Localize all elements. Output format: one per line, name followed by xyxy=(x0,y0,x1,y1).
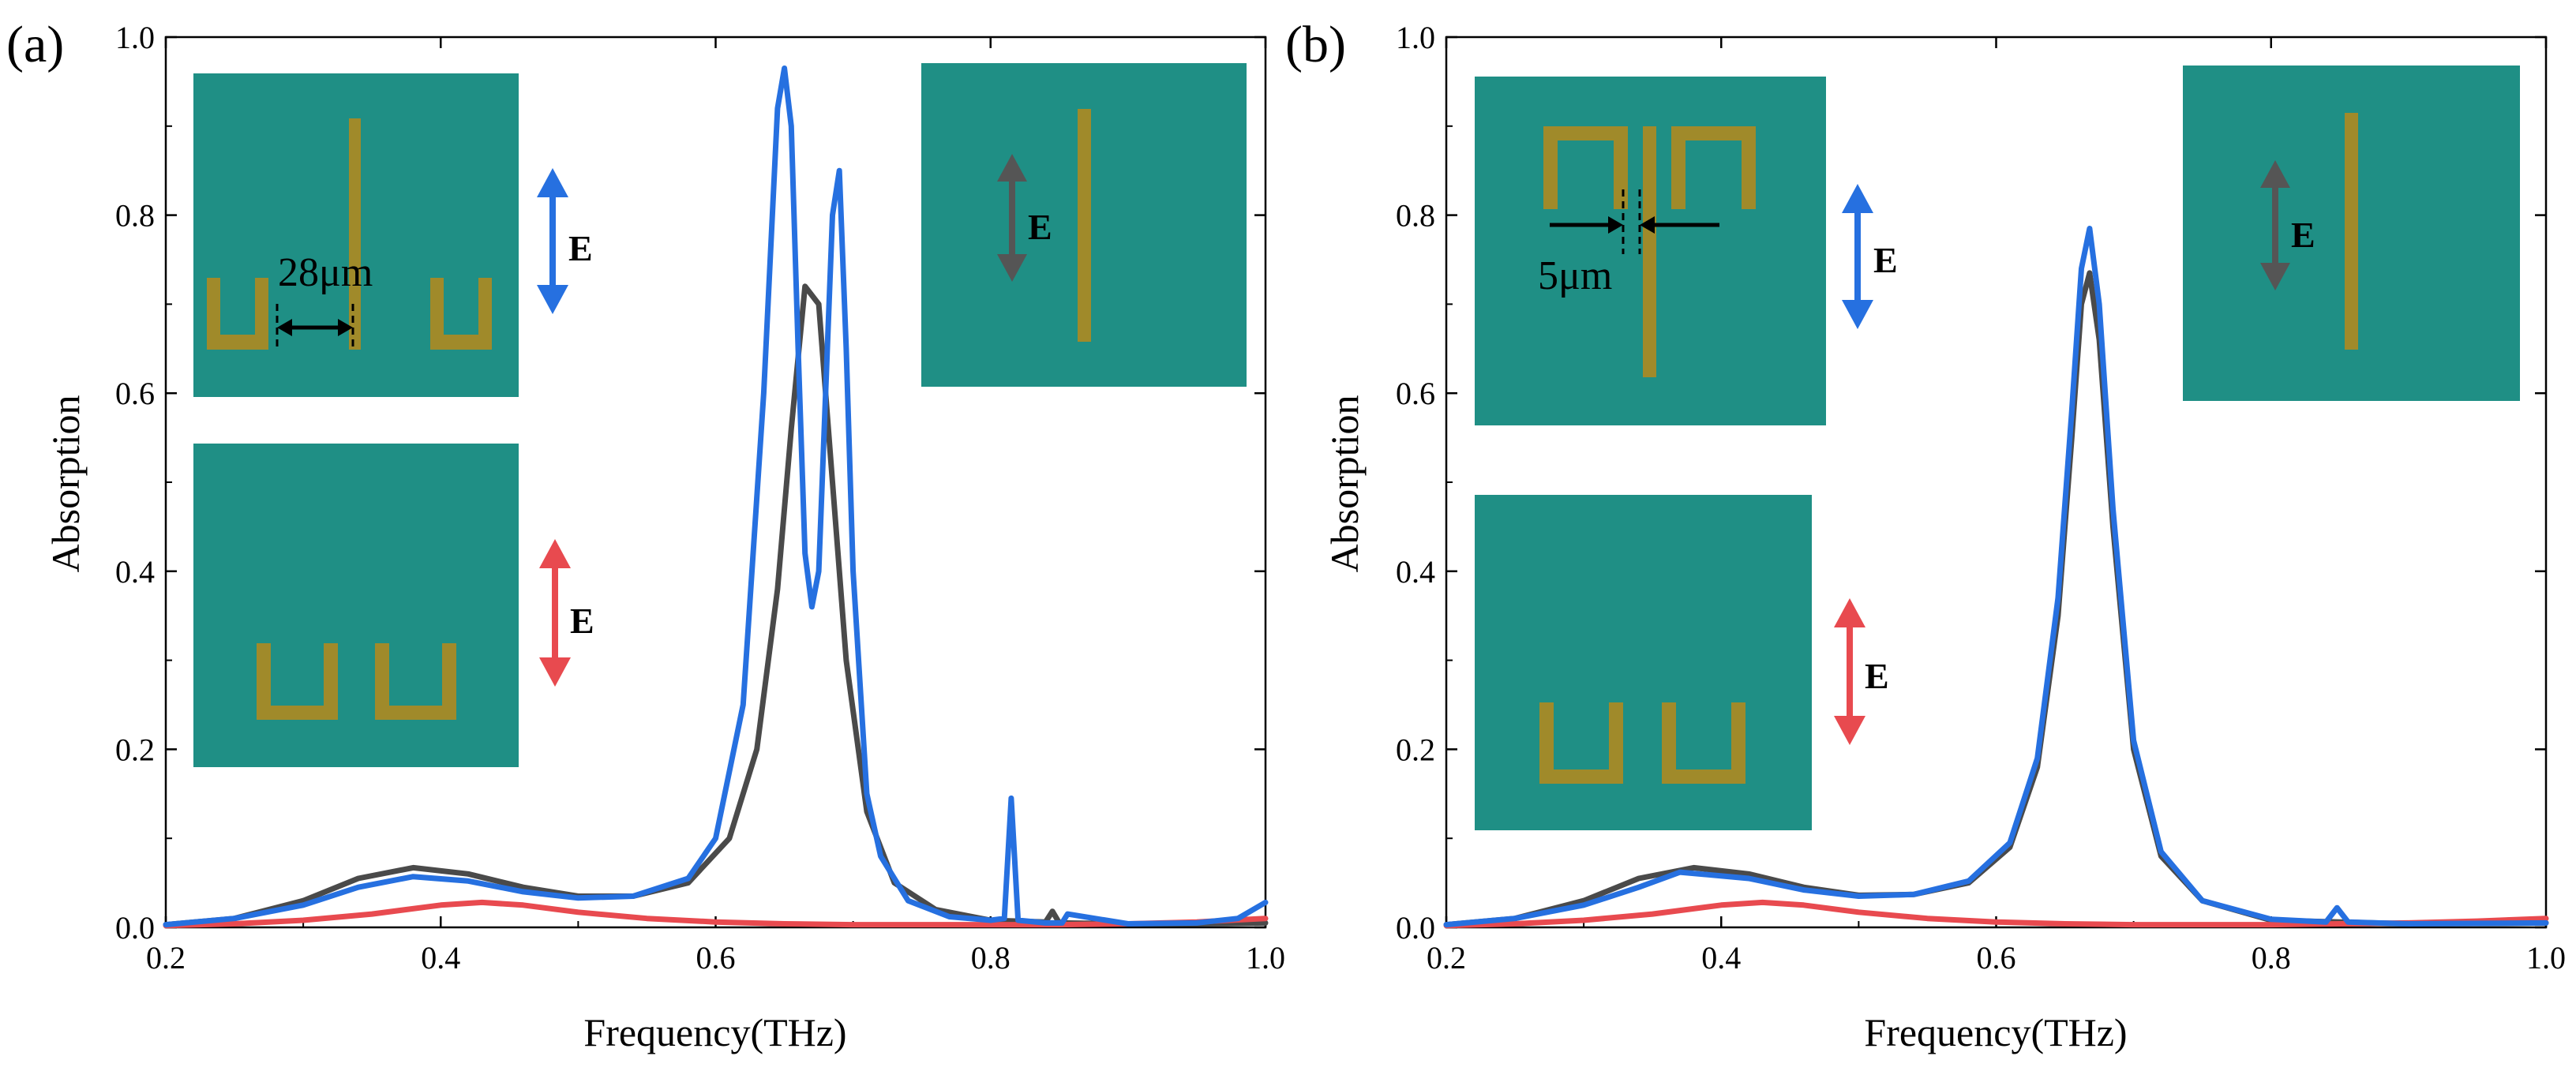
x-axis-label: Frequency(THz) xyxy=(583,1010,846,1054)
y-tick-label: 0.8 xyxy=(1396,198,1435,234)
dimension-label: 5μm xyxy=(1538,253,1612,298)
split-ring-resonator xyxy=(1662,702,1745,784)
y-tick-label: 0.2 xyxy=(115,732,155,767)
field-label: E xyxy=(1028,207,1052,247)
field-label: E xyxy=(2291,215,2315,255)
split-ring-resonator xyxy=(1671,126,1756,209)
x-tick-label: 0.6 xyxy=(1977,940,2016,976)
panel-label: (b) xyxy=(1285,16,1346,73)
inset-substrate xyxy=(193,444,519,767)
field-label: E xyxy=(1865,656,1889,696)
series-line-blue xyxy=(1443,226,2549,928)
x-tick-label: 0.4 xyxy=(421,940,460,976)
split-ring-resonator xyxy=(1543,126,1628,209)
x-tick-label: 0.8 xyxy=(2252,940,2291,976)
x-tick-label: 0.2 xyxy=(146,940,186,976)
y-tick-label: 0.6 xyxy=(1396,376,1435,411)
dimension-arrow-head xyxy=(1608,216,1623,234)
dimension-arrow-head xyxy=(338,319,353,336)
x-tick-label: 1.0 xyxy=(1246,940,1285,976)
metal-bar xyxy=(2345,113,2358,350)
panel-b: (b) Absorption Frequency(THz) 0.2 0.4 0.6 0… xyxy=(1285,16,2566,1054)
axis-ticks: 0.2 0.4 0.6 0.8 1.00.00.20.40.60.81.0 xyxy=(115,20,1285,976)
y-axis-label: Absorption xyxy=(43,395,88,573)
y-tick-label: 0.0 xyxy=(115,910,155,946)
axis-ticks: 0.2 0.4 0.6 0.8 1.00.00.20.40.60.81.0 xyxy=(1396,20,2566,976)
dimension-label: 28μm xyxy=(278,250,373,295)
split-ring-resonator xyxy=(207,278,268,350)
plot-series xyxy=(1443,226,2549,929)
field-arrow-blue: E xyxy=(537,168,593,314)
y-tick-label: 0.0 xyxy=(1396,910,1435,946)
field-label: E xyxy=(570,601,594,641)
y-tick-label: 0.8 xyxy=(115,198,155,234)
plot-series xyxy=(163,66,1269,929)
inset-top-right: E xyxy=(921,63,1247,387)
field-arrow-red: E xyxy=(1834,598,1889,745)
y-axis-label: Absorption xyxy=(1322,395,1367,573)
inset-top-right: E xyxy=(2183,66,2520,401)
y-tick-label: 0.4 xyxy=(1396,554,1435,590)
y-tick-label: 1.0 xyxy=(115,20,155,55)
inset-top-left: 5μm xyxy=(1475,77,1826,425)
x-axis-label: Frequency(THz) xyxy=(1864,1010,2127,1054)
x-tick-label: 0.2 xyxy=(1427,940,1466,976)
field-arrow-red: E xyxy=(539,539,594,687)
inset-substrate xyxy=(1475,495,1812,830)
field-label: E xyxy=(1873,240,1898,280)
field-arrow-blue: E xyxy=(1842,184,1898,329)
y-tick-label: 0.6 xyxy=(115,376,155,411)
metal-bar xyxy=(1078,109,1091,342)
series-line-blue xyxy=(163,66,1269,928)
inset-top-left: 28μm xyxy=(193,73,519,397)
split-ring-resonator xyxy=(430,278,492,350)
inset-bottom-left xyxy=(1475,495,1812,830)
series-line-red xyxy=(163,899,1269,929)
panel-label: (a) xyxy=(6,16,64,73)
inset-bottom-left xyxy=(193,444,519,767)
field-label: E xyxy=(568,228,593,268)
metal-bar xyxy=(1643,126,1656,377)
y-tick-label: 1.0 xyxy=(1396,20,1435,55)
x-tick-label: 1.0 xyxy=(2526,940,2566,976)
metal-bar xyxy=(349,118,361,350)
panel-a: (a) Absorption Frequency(THz) 0.2 0.4 0.6 0… xyxy=(6,16,1285,1054)
x-tick-label: 0.6 xyxy=(696,940,736,976)
y-tick-label: 0.2 xyxy=(1396,732,1435,767)
split-ring-resonator xyxy=(375,643,456,720)
split-ring-resonator xyxy=(257,643,338,720)
dimension-arrow-head xyxy=(1640,216,1655,234)
dimension-arrow-head xyxy=(277,319,292,336)
y-tick-label: 0.4 xyxy=(115,554,155,590)
split-ring-resonator xyxy=(1539,702,1623,784)
x-tick-label: 0.4 xyxy=(1701,940,1741,976)
x-tick-label: 0.8 xyxy=(971,940,1011,976)
